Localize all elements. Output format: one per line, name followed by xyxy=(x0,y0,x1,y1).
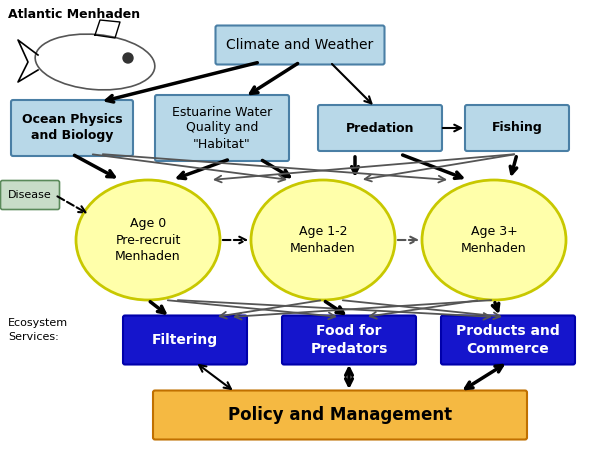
Circle shape xyxy=(123,53,133,63)
FancyBboxPatch shape xyxy=(153,391,527,440)
Text: Atlantic Menhaden: Atlantic Menhaden xyxy=(8,8,140,21)
Text: Food for
Predators: Food for Predators xyxy=(310,324,388,356)
Text: Age 1-2
Menhaden: Age 1-2 Menhaden xyxy=(290,225,356,255)
Text: Filtering: Filtering xyxy=(152,333,218,347)
FancyBboxPatch shape xyxy=(11,100,133,156)
Text: Policy and Management: Policy and Management xyxy=(228,406,452,424)
FancyBboxPatch shape xyxy=(215,26,385,64)
Text: Ocean Physics
and Biology: Ocean Physics and Biology xyxy=(22,113,122,143)
Ellipse shape xyxy=(422,180,566,300)
Ellipse shape xyxy=(76,180,220,300)
Text: Predation: Predation xyxy=(346,122,414,135)
Ellipse shape xyxy=(251,180,395,300)
FancyBboxPatch shape xyxy=(123,315,247,365)
Text: Age 3+
Menhaden: Age 3+ Menhaden xyxy=(461,225,527,255)
Text: Estuarine Water
Quality and
"Habitat": Estuarine Water Quality and "Habitat" xyxy=(172,105,272,150)
FancyBboxPatch shape xyxy=(1,180,59,210)
FancyBboxPatch shape xyxy=(318,105,442,151)
FancyBboxPatch shape xyxy=(282,315,416,365)
FancyBboxPatch shape xyxy=(441,315,575,365)
Text: Climate and Weather: Climate and Weather xyxy=(226,38,374,52)
FancyBboxPatch shape xyxy=(465,105,569,151)
FancyBboxPatch shape xyxy=(155,95,289,161)
Text: Ecosystem
Services:: Ecosystem Services: xyxy=(8,319,68,342)
Text: Fishing: Fishing xyxy=(491,122,542,135)
Text: Products and
Commerce: Products and Commerce xyxy=(456,324,560,356)
Text: Disease: Disease xyxy=(8,190,52,200)
Text: Age 0
Pre-recruit
Menhaden: Age 0 Pre-recruit Menhaden xyxy=(115,217,181,262)
